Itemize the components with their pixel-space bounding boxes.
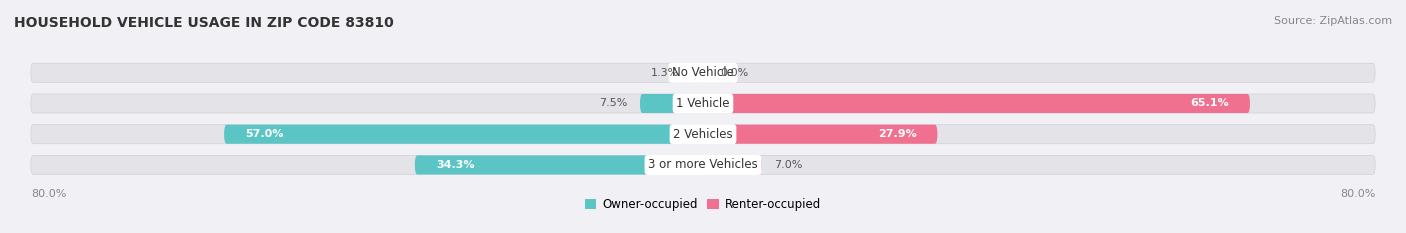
Text: 1.3%: 1.3% <box>651 68 679 78</box>
FancyBboxPatch shape <box>31 155 1375 175</box>
Text: Source: ZipAtlas.com: Source: ZipAtlas.com <box>1274 16 1392 26</box>
Text: 3 or more Vehicles: 3 or more Vehicles <box>648 158 758 171</box>
Text: 80.0%: 80.0% <box>1340 189 1375 199</box>
Legend: Owner-occupied, Renter-occupied: Owner-occupied, Renter-occupied <box>579 193 827 216</box>
Text: HOUSEHOLD VEHICLE USAGE IN ZIP CODE 83810: HOUSEHOLD VEHICLE USAGE IN ZIP CODE 8381… <box>14 16 394 30</box>
Text: 7.0%: 7.0% <box>775 160 803 170</box>
FancyBboxPatch shape <box>31 125 1375 144</box>
FancyBboxPatch shape <box>703 94 1250 113</box>
FancyBboxPatch shape <box>703 155 762 175</box>
FancyBboxPatch shape <box>640 94 703 113</box>
Text: No Vehicle: No Vehicle <box>672 66 734 79</box>
Text: 7.5%: 7.5% <box>599 99 627 109</box>
Text: 27.9%: 27.9% <box>877 129 917 139</box>
Text: 57.0%: 57.0% <box>245 129 284 139</box>
FancyBboxPatch shape <box>692 63 703 82</box>
Text: 65.1%: 65.1% <box>1191 99 1229 109</box>
FancyBboxPatch shape <box>415 155 703 175</box>
Text: 34.3%: 34.3% <box>436 160 474 170</box>
Text: 0.0%: 0.0% <box>720 68 748 78</box>
FancyBboxPatch shape <box>31 63 1375 82</box>
Text: 1 Vehicle: 1 Vehicle <box>676 97 730 110</box>
FancyBboxPatch shape <box>703 125 938 144</box>
FancyBboxPatch shape <box>224 125 703 144</box>
FancyBboxPatch shape <box>31 94 1375 113</box>
Text: 2 Vehicles: 2 Vehicles <box>673 128 733 141</box>
Text: 80.0%: 80.0% <box>31 189 66 199</box>
